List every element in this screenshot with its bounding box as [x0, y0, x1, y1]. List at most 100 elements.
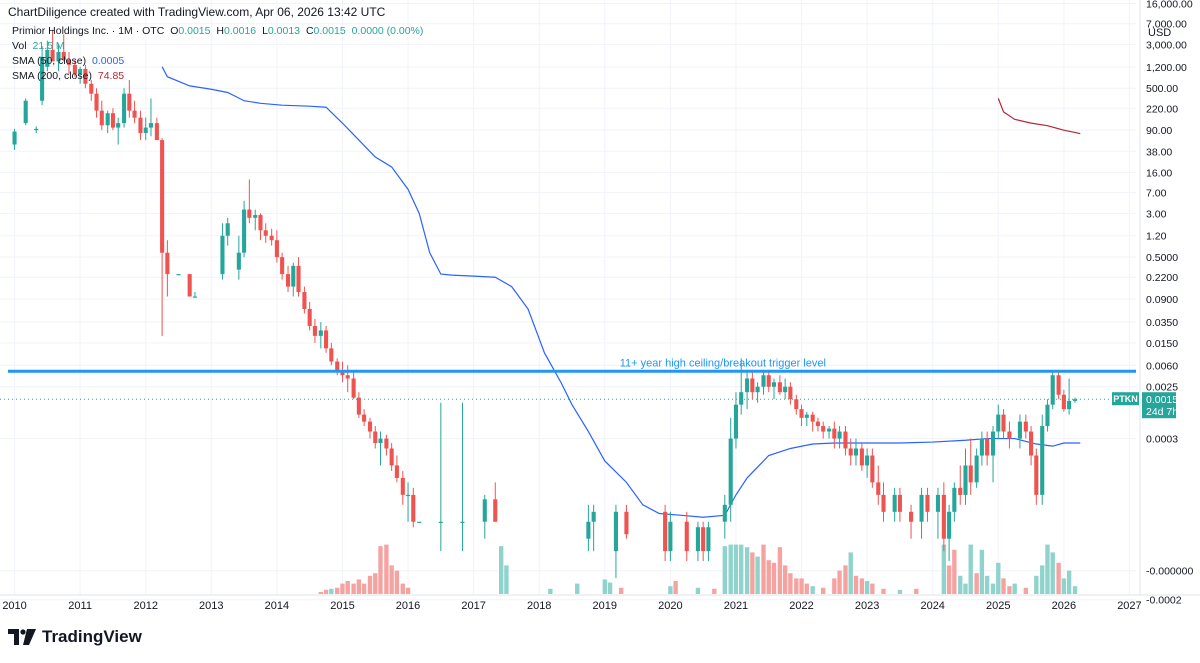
candle[interactable] — [695, 521, 700, 562]
candle[interactable] — [258, 213, 263, 241]
candle[interactable] — [242, 200, 247, 258]
candle[interactable] — [706, 521, 711, 562]
candle[interactable] — [1023, 414, 1028, 439]
candle[interactable] — [794, 394, 799, 415]
candle[interactable] — [362, 409, 367, 427]
candle[interactable] — [810, 411, 815, 432]
candle[interactable] — [733, 392, 739, 449]
candle[interactable] — [176, 274, 181, 276]
candle[interactable] — [154, 117, 159, 141]
candle[interactable] — [804, 411, 809, 427]
candle[interactable] — [1029, 426, 1034, 466]
candle[interactable] — [280, 252, 285, 280]
candle[interactable] — [963, 448, 968, 505]
candle[interactable] — [985, 431, 990, 466]
candle[interactable] — [968, 438, 973, 495]
candle[interactable] — [668, 511, 673, 562]
candle[interactable] — [236, 235, 241, 280]
candle[interactable] — [859, 443, 864, 471]
time-axis[interactable]: 2010 2011 2012 2013 2014 2015 2016 2017 2018 2019… — [2, 600, 1141, 612]
candle[interactable] — [187, 274, 192, 297]
candle[interactable] — [848, 438, 853, 466]
candle[interactable] — [45, 40, 50, 72]
candle[interactable] — [837, 426, 842, 449]
legend-sma200-row[interactable]: SMA (200, close) 74.85 — [12, 69, 423, 84]
candle[interactable] — [821, 421, 826, 439]
candle[interactable] — [827, 426, 832, 439]
candle[interactable] — [12, 128, 17, 150]
candle[interactable] — [160, 138, 165, 336]
candle[interactable] — [952, 482, 957, 522]
candle[interactable] — [1050, 372, 1055, 410]
candle[interactable] — [438, 402, 443, 552]
price-axis[interactable]: 16,000.00 7,000.00 3,000.00 1,200.00 500.00 2… — [1146, 0, 1193, 607]
candle[interactable] — [291, 262, 296, 297]
candle[interactable] — [50, 29, 55, 62]
legend-sma50-row[interactable]: SMA (50, close) 0.0005 — [12, 54, 423, 69]
candle[interactable] — [1007, 421, 1012, 449]
candle[interactable] — [23, 98, 28, 126]
candle[interactable] — [1061, 389, 1066, 412]
candle[interactable] — [89, 80, 94, 101]
candle[interactable] — [1034, 448, 1039, 505]
candle[interactable] — [996, 404, 1001, 439]
candle[interactable] — [460, 402, 465, 552]
candle[interactable] — [110, 108, 115, 131]
candle[interactable] — [56, 44, 61, 72]
candle[interactable] — [405, 482, 411, 522]
candle[interactable] — [83, 64, 88, 89]
candle[interactable] — [400, 470, 405, 505]
candle[interactable] — [94, 88, 99, 118]
candle[interactable] — [728, 417, 733, 522]
candle[interactable] — [799, 404, 804, 427]
candle[interactable] — [384, 434, 389, 456]
candle[interactable] — [761, 369, 766, 395]
candle[interactable] — [1072, 397, 1078, 403]
candle[interactable] — [99, 100, 104, 131]
candle[interactable] — [40, 46, 45, 106]
candle[interactable] — [586, 504, 591, 552]
candle[interactable] — [935, 487, 940, 539]
candle[interactable] — [684, 511, 689, 562]
candle[interactable] — [941, 482, 946, 552]
candle[interactable] — [312, 318, 317, 343]
candle[interactable] — [897, 487, 902, 522]
candle[interactable] — [78, 66, 83, 84]
candle[interactable] — [34, 126, 39, 134]
candle[interactable] — [285, 265, 291, 293]
candle[interactable] — [143, 117, 148, 141]
candle[interactable] — [750, 369, 755, 400]
candle[interactable] — [909, 504, 914, 539]
candle[interactable] — [783, 378, 788, 400]
candle[interactable] — [777, 375, 782, 395]
candle[interactable] — [919, 487, 924, 539]
legend-volume-row[interactable]: Vol 21.5 M — [12, 39, 423, 54]
legend-symbol-row[interactable]: Primior Holdings Inc. · 1M · OTC O0.0015… — [12, 24, 423, 39]
candle[interactable] — [892, 487, 897, 522]
candle[interactable] — [832, 421, 837, 449]
candle[interactable] — [853, 438, 859, 466]
candle[interactable] — [876, 465, 881, 505]
candle[interactable] — [417, 521, 422, 523]
candle[interactable] — [755, 382, 760, 403]
candle[interactable] — [394, 455, 399, 483]
candle[interactable] — [307, 301, 312, 331]
candle[interactable] — [105, 110, 110, 134]
candle[interactable] — [881, 482, 886, 522]
candle[interactable] — [61, 34, 66, 62]
candle[interactable] — [116, 117, 121, 145]
candle[interactable] — [870, 448, 875, 488]
candle[interactable] — [591, 504, 596, 552]
candle[interactable] — [411, 487, 416, 528]
candle[interactable] — [367, 417, 373, 439]
candle[interactable] — [66, 52, 72, 74]
candle[interactable] — [663, 504, 668, 562]
candle[interactable] — [138, 110, 143, 141]
candle[interactable] — [722, 494, 727, 539]
candle[interactable] — [72, 59, 77, 77]
candle[interactable] — [1056, 372, 1061, 400]
candle[interactable] — [122, 88, 127, 128]
candle[interactable] — [127, 80, 132, 118]
candle[interactable] — [745, 369, 750, 410]
